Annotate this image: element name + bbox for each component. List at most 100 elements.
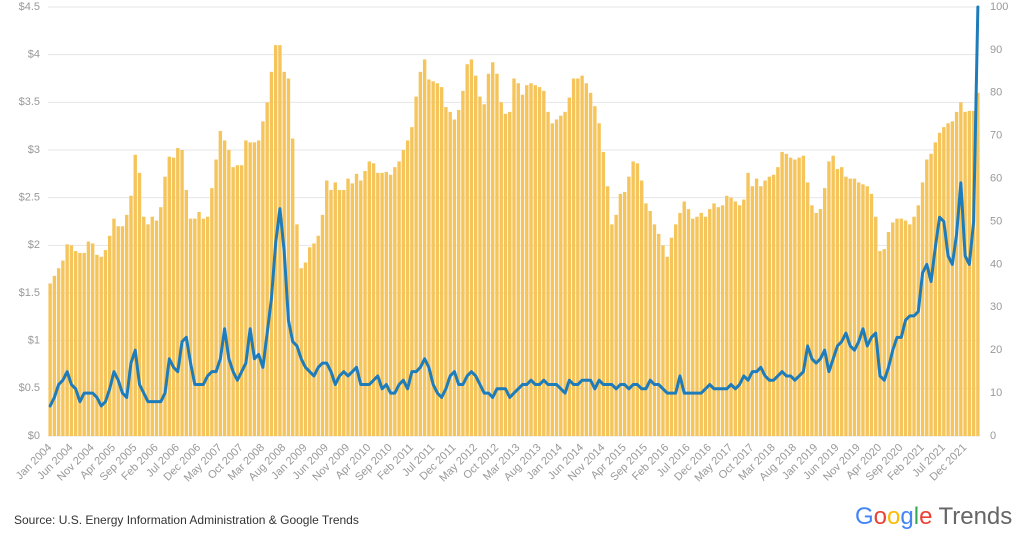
bar — [333, 182, 337, 436]
bar — [414, 96, 418, 436]
bar — [831, 155, 835, 436]
bar — [869, 193, 874, 436]
bar — [129, 195, 133, 436]
bar — [188, 218, 193, 436]
bar — [65, 244, 69, 436]
bar — [167, 156, 171, 436]
bar — [593, 106, 597, 436]
bar — [712, 203, 716, 436]
bar — [542, 90, 546, 436]
bar — [384, 171, 389, 436]
bar — [244, 140, 248, 436]
bar — [959, 102, 963, 436]
bar — [82, 252, 86, 436]
bar — [48, 283, 52, 436]
bar — [839, 167, 844, 436]
y-tick-label: $2.5 — [19, 192, 40, 204]
y2-tick-label: 70 — [990, 130, 1002, 142]
bar — [695, 216, 699, 436]
bar — [342, 190, 346, 436]
bar — [159, 207, 163, 436]
bar — [308, 247, 312, 436]
bar — [201, 218, 206, 436]
bar — [622, 191, 627, 436]
bar — [814, 212, 818, 436]
bar — [963, 111, 967, 436]
bar — [699, 212, 703, 436]
bar — [571, 78, 576, 436]
bar — [252, 142, 257, 436]
bar — [452, 119, 457, 436]
bar — [90, 243, 95, 436]
bar — [678, 212, 682, 436]
bar — [359, 180, 363, 436]
bar — [661, 245, 665, 436]
y-tick-label: $4 — [28, 49, 40, 61]
logo-letter: o — [887, 503, 900, 530]
bar — [631, 161, 635, 436]
bar — [227, 150, 231, 436]
bar — [418, 71, 423, 437]
bar — [656, 233, 661, 436]
bar — [61, 260, 65, 436]
bar — [822, 188, 827, 436]
bar — [520, 94, 525, 436]
y-tick-label: $3 — [28, 144, 40, 156]
bar — [218, 130, 223, 436]
bar — [439, 87, 444, 436]
bar — [665, 256, 669, 436]
y2-tick-label: 40 — [990, 258, 1002, 270]
y2-tick-label: 90 — [990, 44, 1002, 56]
logo-letter: e — [919, 503, 932, 530]
bar — [554, 119, 559, 436]
bar — [614, 214, 618, 436]
bar — [256, 140, 261, 436]
bar — [891, 222, 895, 436]
bar — [882, 249, 886, 436]
bar — [235, 165, 240, 436]
bar — [759, 186, 763, 436]
bar — [401, 150, 406, 436]
bar — [125, 214, 129, 436]
bar — [184, 190, 189, 436]
bar — [525, 85, 529, 436]
bar — [788, 157, 793, 437]
bar — [797, 157, 801, 437]
bar — [431, 81, 435, 437]
bar — [895, 218, 899, 436]
bar — [248, 142, 252, 436]
logo: Google Trends — [855, 503, 1012, 530]
bar — [835, 169, 840, 437]
logo-product: Trends — [938, 503, 1012, 530]
bar — [576, 78, 580, 436]
y-tick-label: $4.5 — [19, 1, 40, 13]
logo-letter: o — [874, 503, 887, 530]
bar — [269, 71, 274, 437]
bar — [486, 73, 491, 436]
bar — [601, 151, 606, 436]
bar — [461, 90, 465, 436]
bar — [920, 182, 925, 436]
bar — [610, 224, 614, 436]
bar — [844, 176, 848, 436]
bar — [303, 262, 308, 436]
bar — [771, 174, 776, 436]
bar — [112, 218, 116, 436]
y-tick-label: $1 — [28, 335, 40, 347]
bar — [763, 180, 767, 436]
logo-letter: G — [855, 503, 874, 530]
bar — [925, 159, 929, 437]
bar — [691, 218, 695, 436]
bar — [116, 226, 120, 436]
bar — [784, 153, 789, 436]
bar — [286, 78, 291, 436]
bar — [639, 180, 644, 436]
bar — [435, 83, 440, 437]
source-note: Source: U.S. Energy Information Administ… — [14, 513, 359, 527]
bar — [163, 176, 167, 436]
y2-tick-label: 0 — [990, 430, 996, 442]
bar — [422, 59, 427, 436]
bar — [703, 216, 708, 436]
bar — [567, 97, 572, 437]
bar — [222, 140, 227, 436]
